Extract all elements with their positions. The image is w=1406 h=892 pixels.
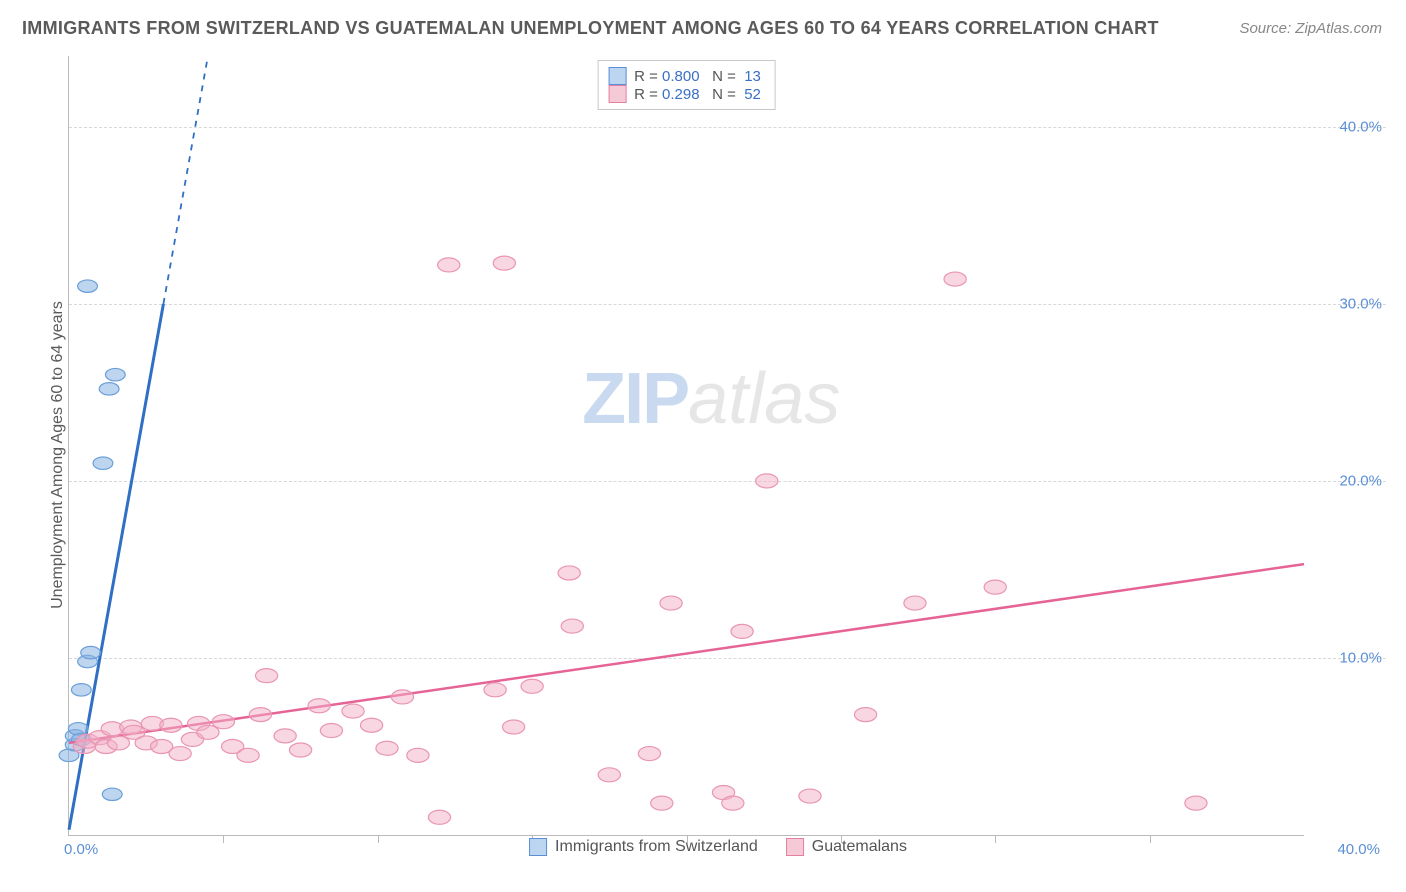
y-tick-label: 10.0% [1339,649,1382,666]
data-point [1185,796,1207,810]
data-point [438,258,460,272]
data-point [428,810,450,824]
legend-stat: R = 0.800 N = 13 [634,68,761,85]
data-point [289,743,311,757]
data-point [904,596,926,610]
data-point [93,457,113,469]
y-tick-label: 40.0% [1339,118,1382,135]
chart-area: Unemployment Among Ages 60 to 64 years Z… [50,56,1386,854]
data-point [212,715,234,729]
y-tick-label: 30.0% [1339,295,1382,312]
data-point [360,718,382,732]
legend-label: Guatemalans [812,838,907,856]
x-tick-min: 0.0% [64,841,98,858]
plot-region: ZIPatlas R = 0.800 N = 13R = 0.298 N = 5… [68,56,1304,836]
data-point [502,720,524,734]
data-point [376,741,398,755]
x-tick-mark [378,835,379,843]
data-point [342,704,364,718]
data-point [255,669,277,683]
data-point [561,619,583,633]
data-point [102,788,122,800]
legend-label: Immigrants from Switzerland [555,838,758,856]
data-point [799,789,821,803]
data-point [78,280,98,292]
legend-stat: R = 0.298 N = 52 [634,86,761,103]
legend-swatch [608,85,626,103]
data-point [660,596,682,610]
data-point [722,796,744,810]
data-point [81,646,101,658]
x-tick-mark [1150,835,1151,843]
data-point [651,796,673,810]
data-point [105,368,125,380]
legend-swatch [608,67,626,85]
data-point [493,256,515,270]
y-axis-label: Unemployment Among Ages 60 to 64 years [49,301,67,609]
data-point [756,474,778,488]
data-point [308,699,330,713]
data-point [249,708,271,722]
data-point [407,748,429,762]
data-point [638,747,660,761]
source-label: Source: ZipAtlas.com [1239,20,1382,37]
x-tick-mark [223,835,224,843]
data-point [854,708,876,722]
legend-item: Immigrants from Switzerland [529,838,758,856]
data-point [484,683,506,697]
legend-swatch [786,838,804,856]
x-tick-mark [995,835,996,843]
correlation-legend: R = 0.800 N = 13R = 0.298 N = 52 [597,60,776,110]
plot-svg [69,56,1304,835]
data-point [598,768,620,782]
series-legend: Immigrants from Switzerland Guatemalans [529,838,907,856]
legend-row: R = 0.298 N = 52 [608,85,761,103]
data-point [944,272,966,286]
y-tick-label: 20.0% [1339,472,1382,489]
data-point [71,684,91,696]
legend-swatch [529,838,547,856]
data-point [169,747,191,761]
legend-row: R = 0.800 N = 13 [608,67,761,85]
data-point [391,690,413,704]
data-point [558,566,580,580]
data-point [237,748,259,762]
data-point [274,729,296,743]
data-point [521,679,543,693]
data-point [320,724,342,738]
x-tick-max: 40.0% [1337,841,1380,858]
data-point [160,718,182,732]
chart-title: IMMIGRANTS FROM SWITZERLAND VS GUATEMALA… [22,18,1159,39]
data-point [731,624,753,638]
data-point [99,383,119,395]
data-point [984,580,1006,594]
legend-item: Guatemalans [786,838,907,856]
